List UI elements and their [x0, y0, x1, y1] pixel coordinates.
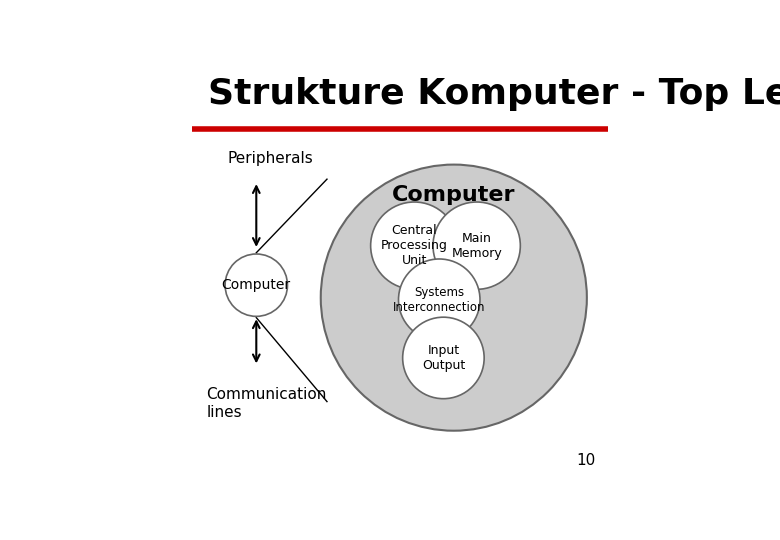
Text: Strukture Komputer - Top Level: Strukture Komputer - Top Level [208, 77, 780, 111]
Circle shape [433, 202, 520, 289]
Text: Central
Processing
Unit: Central Processing Unit [381, 224, 448, 267]
Circle shape [370, 202, 458, 289]
Text: 10: 10 [576, 453, 595, 468]
Text: Input
Output: Input Output [422, 344, 465, 372]
Circle shape [399, 259, 480, 341]
Circle shape [321, 165, 587, 431]
Circle shape [402, 317, 484, 399]
Text: Peripherals: Peripherals [227, 151, 313, 166]
Text: Computer: Computer [392, 185, 516, 205]
Text: Communication
lines: Communication lines [207, 388, 327, 420]
Text: Main
Memory: Main Memory [452, 232, 502, 260]
Circle shape [225, 254, 288, 316]
Text: Systems
Interconnection: Systems Interconnection [393, 286, 485, 314]
Text: Computer: Computer [222, 278, 291, 292]
